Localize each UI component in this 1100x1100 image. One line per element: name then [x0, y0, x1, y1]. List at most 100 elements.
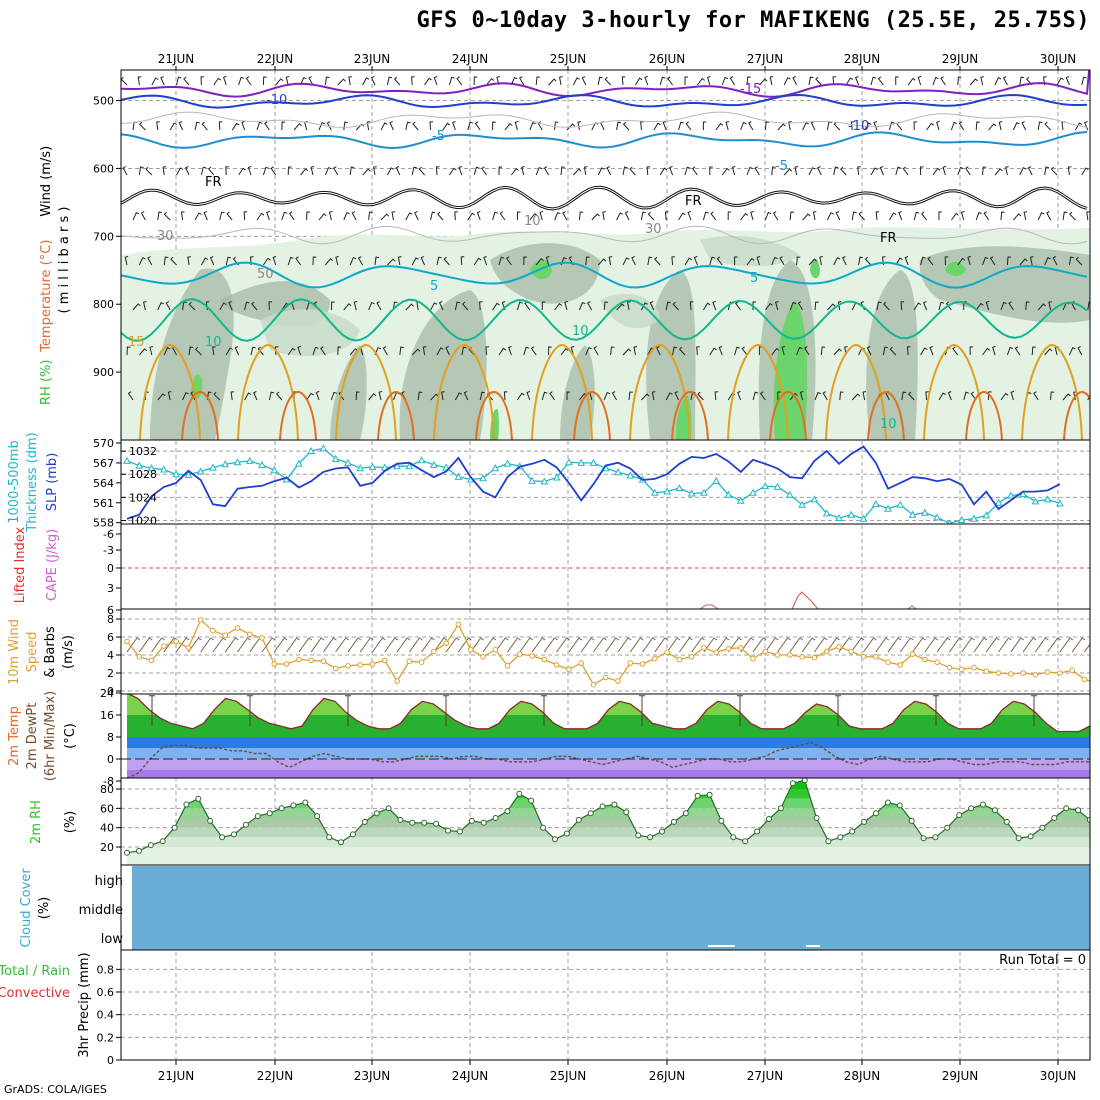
wind10-barb — [237, 637, 251, 653]
wind-barb — [225, 166, 229, 176]
wind-barb — [814, 391, 821, 401]
y-tick-label-temp: 24 — [100, 687, 114, 700]
wind10-barb — [912, 637, 926, 653]
wind-barb — [499, 211, 506, 221]
wind-barb — [1075, 256, 1083, 266]
rh2m-point — [1087, 816, 1090, 823]
wind10-point — [909, 651, 916, 657]
wind-barb — [185, 166, 190, 176]
chart-title: GFS 0~10day 3-hourly for MAFIKENG (25.5E… — [416, 8, 1090, 33]
wind-barb — [200, 166, 207, 176]
wind-barb — [337, 346, 342, 356]
contour-label: 10 — [572, 324, 589, 339]
rh2m-point — [468, 817, 475, 824]
wind-barb — [888, 212, 897, 221]
wind-barb — [789, 211, 794, 221]
thickness-point — [761, 482, 770, 490]
wind-barb — [1048, 301, 1052, 311]
wind-barb — [1044, 257, 1051, 266]
wind10-point — [480, 654, 486, 660]
contour-label: FR — [880, 231, 897, 246]
rh2m-point — [278, 805, 285, 812]
wind10-barb — [187, 637, 202, 653]
wind10-barb — [286, 637, 300, 653]
wind-barb — [873, 121, 878, 131]
temp-max-marker — [933, 695, 939, 726]
wind-barb — [559, 76, 563, 86]
wind-barb — [702, 302, 711, 311]
wind10-barb — [126, 637, 141, 653]
thickness-point — [859, 514, 868, 522]
wind-barb — [285, 76, 290, 86]
rh2m-point — [159, 838, 166, 845]
wind-barb — [1067, 166, 1072, 176]
wind10-point — [308, 657, 314, 664]
wind-barb — [399, 346, 404, 356]
wind-barb — [709, 256, 716, 266]
wind10-point — [885, 659, 891, 666]
rh2m-point — [1063, 805, 1070, 812]
wind10-barb — [740, 637, 755, 653]
wind-barb — [535, 166, 543, 176]
wind-barb — [190, 391, 196, 401]
wind10-point — [1094, 681, 1099, 686]
wind-barb — [414, 210, 419, 221]
wind-barb — [942, 165, 947, 176]
wind10-point — [296, 656, 302, 663]
wind10-point — [664, 649, 670, 656]
thickness-point — [736, 496, 745, 504]
wind-barb — [1008, 301, 1014, 311]
wind-barb — [262, 257, 271, 266]
wind-barb — [994, 77, 1002, 86]
wind-barb — [593, 346, 599, 356]
wind10-point — [590, 681, 597, 688]
wind10-point — [639, 661, 646, 667]
thickness-point — [773, 482, 782, 490]
wind10-point — [1044, 669, 1051, 675]
wind-barb — [368, 301, 375, 311]
rh2m-point — [254, 813, 261, 820]
rh2m-unit: (%) — [63, 811, 78, 834]
y-tick-label-thickness: 564 — [93, 477, 114, 490]
wind-barb — [693, 255, 698, 266]
contour-label: -5 — [432, 129, 445, 144]
wind-barb — [862, 391, 867, 401]
thickness-point — [147, 464, 156, 472]
wind-barb — [624, 211, 630, 221]
wind-barb — [244, 392, 252, 401]
wind-barb — [328, 211, 333, 221]
thickness-point — [344, 458, 352, 466]
wind10-barb — [1071, 637, 1086, 653]
wind-barb — [241, 120, 246, 131]
wind-barb — [646, 166, 651, 176]
wind-barb — [684, 76, 688, 85]
wind-barb — [833, 166, 839, 176]
wind-barb — [194, 346, 202, 356]
contour-label: -10 — [848, 119, 869, 134]
wind-barb — [160, 76, 165, 86]
rh2m-point — [968, 805, 975, 812]
wind-barb — [1065, 75, 1070, 86]
wind-barb — [147, 256, 153, 266]
wind-barb — [250, 346, 256, 356]
wind-barb — [603, 301, 609, 311]
y-tick-label-wind: 8 — [107, 613, 114, 626]
wind-barb — [940, 76, 946, 86]
wind10-barb — [715, 637, 730, 653]
temp-max-marker — [835, 695, 841, 726]
wind10-point — [1069, 667, 1075, 674]
wind-barb — [1006, 256, 1012, 266]
rh2m-point — [326, 834, 333, 841]
slp-line — [126, 445, 1061, 520]
wind-barb — [357, 256, 364, 266]
wind-barb — [212, 346, 216, 356]
wind-barb — [870, 76, 877, 86]
wind10-point — [210, 627, 216, 634]
wind10-point — [394, 678, 400, 684]
wind10-barb — [298, 637, 313, 653]
temp-max-marker — [639, 695, 645, 726]
wind-barb — [833, 348, 842, 356]
wind-barb — [541, 391, 548, 401]
thickness-point — [724, 490, 733, 498]
wind-barb — [325, 258, 334, 266]
